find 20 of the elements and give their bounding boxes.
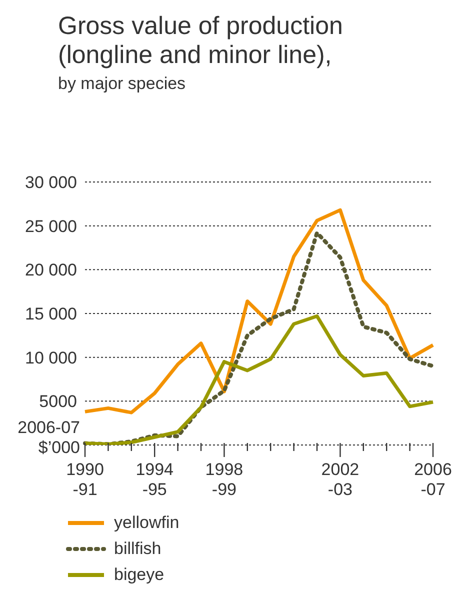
legend-label: bigeye xyxy=(114,564,164,586)
y-axis-title: 2006-07 $’000 xyxy=(16,418,80,458)
x-tick-label: 1994 -95 xyxy=(136,460,174,499)
x-tick-label: 2006 -07 xyxy=(414,460,452,499)
y-tick-label: 5000 xyxy=(39,392,77,412)
x-tick-label: 2002 -03 xyxy=(321,460,360,499)
chart-title: Gross value of production (longline and minor line), xyxy=(58,12,344,70)
y-tick-label: 10 000 xyxy=(25,348,77,368)
y-tick-label: 30 000 xyxy=(25,173,77,192)
legend-label: yellowfin xyxy=(114,512,180,534)
line-series xyxy=(83,230,435,445)
y-tick-label: 20 000 xyxy=(25,260,77,280)
y-tick-label: 15 000 xyxy=(25,304,77,324)
x-tick-label: 1998 -99 xyxy=(205,460,244,499)
chart-subtitle: by major species xyxy=(58,74,186,94)
x-tick-label: 1990 -91 xyxy=(66,460,104,499)
line-series xyxy=(83,314,435,445)
y-tick-label: 25 000 xyxy=(25,216,77,236)
legend-label: billfish xyxy=(114,538,162,560)
line-series xyxy=(83,208,435,414)
